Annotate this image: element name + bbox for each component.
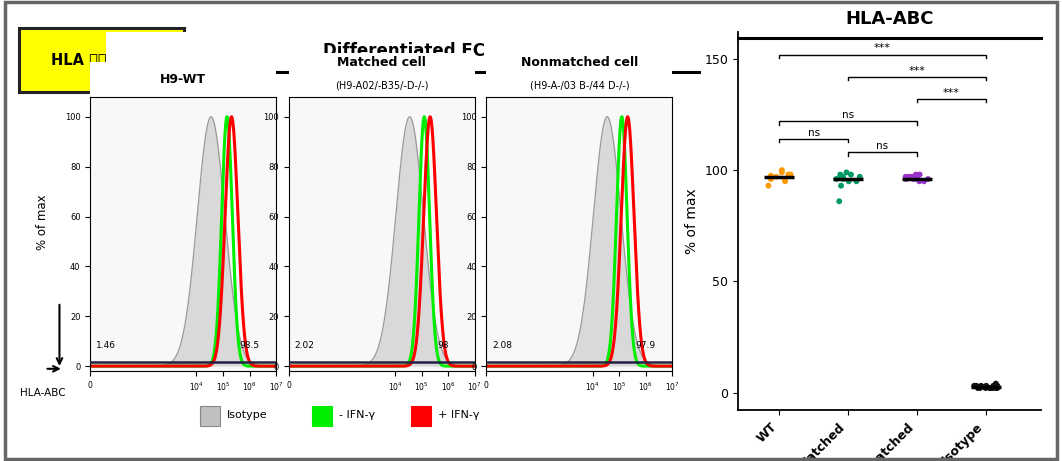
Point xyxy=(987,384,1004,392)
Point xyxy=(988,382,1005,390)
Text: Differentiated EC: Differentiated EC xyxy=(323,42,484,60)
Bar xyxy=(200,406,220,426)
Text: 2.08: 2.08 xyxy=(492,341,512,350)
Bar xyxy=(411,406,431,426)
Point xyxy=(827,175,844,183)
Y-axis label: % of max: % of max xyxy=(685,189,699,254)
Point xyxy=(989,382,1006,390)
Point xyxy=(840,177,857,185)
Point xyxy=(901,173,918,181)
Point xyxy=(970,384,987,392)
Point xyxy=(967,382,984,390)
Point xyxy=(981,384,998,392)
Text: + IFN-γ: + IFN-γ xyxy=(438,410,479,420)
Point xyxy=(773,169,790,176)
Point xyxy=(989,384,1006,392)
Point xyxy=(773,166,790,174)
Point xyxy=(967,382,984,390)
Point xyxy=(760,182,777,189)
Point xyxy=(920,175,937,183)
Point xyxy=(768,173,785,181)
Text: ***: *** xyxy=(874,43,891,53)
Point xyxy=(965,382,982,390)
Point xyxy=(972,384,989,392)
Point xyxy=(984,384,1001,392)
Point xyxy=(905,175,922,183)
Text: 97.9: 97.9 xyxy=(635,341,655,350)
Point xyxy=(852,173,869,181)
Text: HLA-ABC: HLA-ABC xyxy=(20,388,65,397)
Point xyxy=(782,171,799,178)
Text: 98: 98 xyxy=(438,341,449,350)
Point xyxy=(978,382,995,390)
Point xyxy=(897,175,914,183)
Point xyxy=(901,173,918,181)
Text: (H9-A02/-B35/-D-/-): (H9-A02/-B35/-D-/-) xyxy=(335,81,429,91)
Point xyxy=(763,175,780,183)
Text: ***: *** xyxy=(908,65,925,76)
Title: HLA-ABC: HLA-ABC xyxy=(845,10,933,28)
Point xyxy=(977,384,994,392)
Text: ns: ns xyxy=(876,141,889,151)
Point xyxy=(830,198,847,205)
Text: % of max: % of max xyxy=(36,194,49,249)
Text: HLA 발현 level: HLA 발현 level xyxy=(51,53,152,67)
Point xyxy=(897,173,914,181)
Point xyxy=(776,175,793,183)
Point xyxy=(780,171,796,178)
Point xyxy=(911,177,928,185)
Text: 1.46: 1.46 xyxy=(96,341,116,350)
Point xyxy=(835,173,852,181)
Point xyxy=(832,173,849,181)
Text: 98.5: 98.5 xyxy=(239,341,259,350)
Point xyxy=(911,171,928,178)
Point xyxy=(842,171,859,178)
Point xyxy=(776,177,793,185)
Point xyxy=(904,173,921,181)
Point xyxy=(909,175,926,183)
Point xyxy=(847,177,864,185)
Point xyxy=(763,172,780,179)
Point xyxy=(976,383,993,390)
Point xyxy=(981,384,998,392)
Point xyxy=(973,382,990,390)
Text: - IFN-γ: - IFN-γ xyxy=(339,410,375,420)
Point xyxy=(838,169,855,176)
Point xyxy=(984,382,1001,390)
Text: ns: ns xyxy=(842,110,854,120)
Point xyxy=(978,383,995,390)
Text: (H9-A-/03 B-/44 D-/-): (H9-A-/03 B-/44 D-/-) xyxy=(530,81,629,91)
Point xyxy=(973,383,990,390)
Point xyxy=(835,175,852,183)
Text: Nonmatched cell: Nonmatched cell xyxy=(520,56,638,69)
Point xyxy=(907,171,924,178)
Bar xyxy=(312,406,332,426)
Text: 2.02: 2.02 xyxy=(294,341,314,350)
Text: ***: *** xyxy=(943,88,960,98)
Text: H9-WT: H9-WT xyxy=(160,73,206,86)
Point xyxy=(832,171,849,178)
Point xyxy=(915,177,932,185)
Text: Matched cell: Matched cell xyxy=(338,56,426,69)
Point xyxy=(833,182,850,189)
Text: ns: ns xyxy=(808,128,820,138)
Point xyxy=(988,380,1005,387)
Text: Isotype: Isotype xyxy=(227,410,268,420)
